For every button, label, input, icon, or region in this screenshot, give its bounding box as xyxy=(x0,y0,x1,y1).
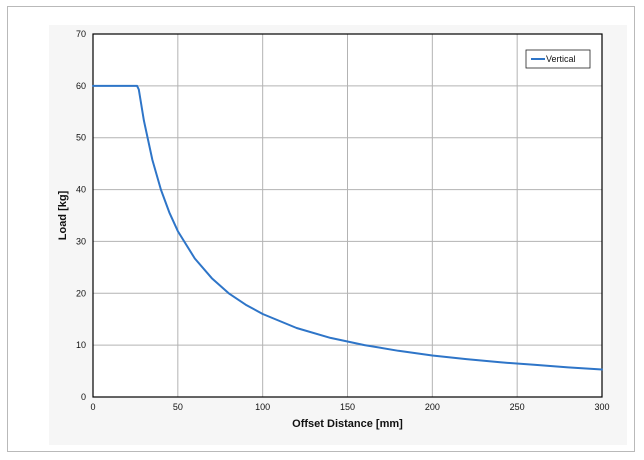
x-tick-label: 300 xyxy=(594,402,609,412)
chart-frame: 0 10 20 30 40 50 60 70 0 50 100 150 200 250 300 Offse… xyxy=(7,6,635,452)
x-tick-label: 250 xyxy=(510,402,525,412)
legend-box xyxy=(525,49,591,69)
x-tick-label: 150 xyxy=(340,402,355,412)
gridlines xyxy=(93,34,602,397)
line-chart: 0 10 20 30 40 50 60 70 0 50 100 150 200 250 300 Offse… xyxy=(57,29,610,430)
y-axis-label: Load [kg] xyxy=(57,190,69,240)
y-tick-label: 50 xyxy=(76,133,86,143)
legend-label-vertical: Vertical xyxy=(546,54,576,64)
x-tick-label: 50 xyxy=(173,402,183,412)
series-group xyxy=(92,84,603,371)
y-tick-label: 70 xyxy=(76,29,86,39)
x-axis-ticks: 0 50 100 150 200 250 300 xyxy=(90,402,609,412)
y-tick-label: 60 xyxy=(76,81,86,91)
y-tick-label: 30 xyxy=(76,236,86,246)
series-line-vertical xyxy=(92,84,603,371)
x-tick-label: 100 xyxy=(255,402,270,412)
x-tick-label: 200 xyxy=(425,402,440,412)
plot-area-border xyxy=(92,33,603,398)
y-tick-label: 20 xyxy=(76,288,86,298)
y-axis-ticks: 0 10 20 30 40 50 60 70 xyxy=(76,29,86,402)
x-axis-label: Offset Distance [mm] xyxy=(292,418,403,430)
y-tick-label: 10 xyxy=(76,340,86,350)
legend: Vertical xyxy=(525,49,591,69)
y-tick-label: 0 xyxy=(81,392,86,402)
y-tick-label: 40 xyxy=(76,185,86,195)
x-tick-label: 0 xyxy=(90,402,95,412)
